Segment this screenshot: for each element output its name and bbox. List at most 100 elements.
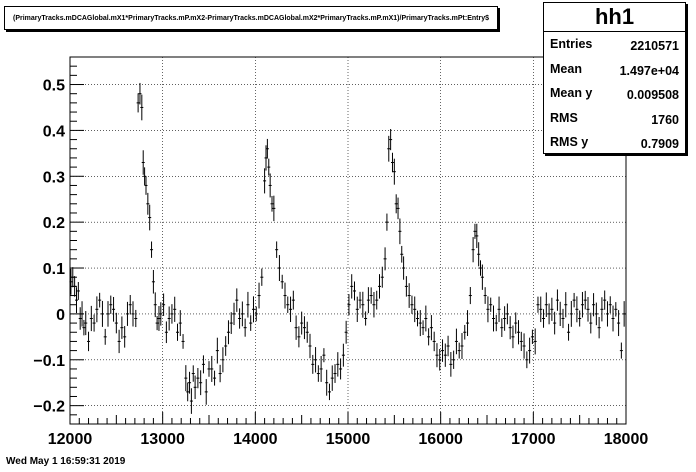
data-point <box>308 333 312 359</box>
data-point <box>586 297 590 322</box>
data-point <box>407 283 411 308</box>
data-point <box>589 312 593 334</box>
data-point <box>619 342 623 359</box>
data-point <box>452 350 456 369</box>
y-tick-label: −0.1 <box>33 353 65 370</box>
data-point <box>435 343 439 368</box>
data-point <box>489 297 493 312</box>
data-point <box>418 310 422 337</box>
timestamp-footer: Wed May 1 16:59:31 2019 <box>6 456 126 467</box>
data-point <box>497 296 501 323</box>
data-point <box>514 312 518 334</box>
data-point <box>170 304 174 324</box>
data-point <box>394 194 398 214</box>
data-point <box>358 291 362 309</box>
data-point <box>193 375 197 400</box>
data-point <box>473 223 477 239</box>
data-point <box>270 195 274 212</box>
data-point <box>78 307 82 330</box>
data-point <box>378 274 382 299</box>
data-point <box>246 291 250 318</box>
data-point <box>76 282 80 300</box>
grid-lines <box>70 57 626 424</box>
data-point <box>479 260 483 276</box>
data-point <box>186 382 190 402</box>
data-point <box>611 305 615 332</box>
data-point <box>272 195 276 222</box>
data-point <box>291 290 295 310</box>
data-point <box>597 316 601 339</box>
data-point <box>429 315 433 341</box>
data-point <box>210 355 214 382</box>
data-point <box>350 274 354 299</box>
data-point <box>578 310 582 327</box>
data-point <box>159 302 163 326</box>
data-point <box>483 287 487 304</box>
data-point <box>280 274 284 289</box>
data-point <box>112 296 116 322</box>
data-point <box>380 266 384 288</box>
data-point <box>466 310 470 337</box>
data-point <box>410 295 414 314</box>
data-point <box>605 301 609 327</box>
data-point <box>226 320 230 345</box>
data-point <box>106 301 110 327</box>
data-point <box>84 311 88 336</box>
data-point <box>283 282 287 309</box>
data-point <box>491 305 495 332</box>
data-point <box>494 314 498 332</box>
data-point <box>369 287 373 304</box>
data-point <box>103 328 107 345</box>
data-point <box>396 197 400 220</box>
data-point <box>398 218 402 245</box>
data-point <box>438 348 442 371</box>
data-point <box>402 256 406 280</box>
data-point <box>87 331 91 352</box>
data-point <box>390 152 394 173</box>
data-point <box>146 192 150 215</box>
data-point <box>592 293 596 317</box>
data-point <box>536 296 540 313</box>
data-point <box>144 176 148 195</box>
data-point <box>480 264 484 290</box>
stats-label: RMS y <box>550 135 589 150</box>
data-point <box>260 268 264 286</box>
data-point <box>138 82 142 105</box>
data-point <box>555 289 559 311</box>
data-point <box>519 331 523 352</box>
data-point <box>564 292 568 318</box>
chart-title: (PrimaryTracks.mDCAGlobal.mX1*PrimaryTra… <box>13 14 489 22</box>
data-point <box>191 365 195 382</box>
data-point <box>424 305 428 332</box>
data-point <box>580 291 584 318</box>
data-point <box>355 296 359 323</box>
data-point <box>109 295 113 314</box>
data-point <box>558 301 562 327</box>
data-point <box>475 223 479 249</box>
data-point <box>164 321 168 344</box>
x-tick-label: 15000 <box>326 431 371 448</box>
data-point <box>268 173 272 198</box>
data-point <box>125 301 129 326</box>
data-point <box>522 333 526 359</box>
data-point <box>471 237 475 263</box>
stats-value: 2210571 <box>630 39 679 53</box>
data-point <box>460 333 464 360</box>
data-point <box>457 342 461 359</box>
data-point <box>189 388 193 414</box>
data-point <box>251 296 255 323</box>
data-point <box>254 306 258 322</box>
data-point <box>421 320 425 335</box>
y-tick-label: 0.4 <box>43 123 65 140</box>
data-point <box>157 306 161 331</box>
data-point <box>153 292 157 318</box>
data-point <box>89 305 93 332</box>
data-point <box>413 296 417 323</box>
data-point <box>449 352 453 377</box>
data-point <box>243 318 247 337</box>
data-point <box>427 328 431 346</box>
data-point <box>316 365 320 382</box>
y-tick-label: 0.1 <box>43 261 65 278</box>
data-point <box>319 355 323 382</box>
